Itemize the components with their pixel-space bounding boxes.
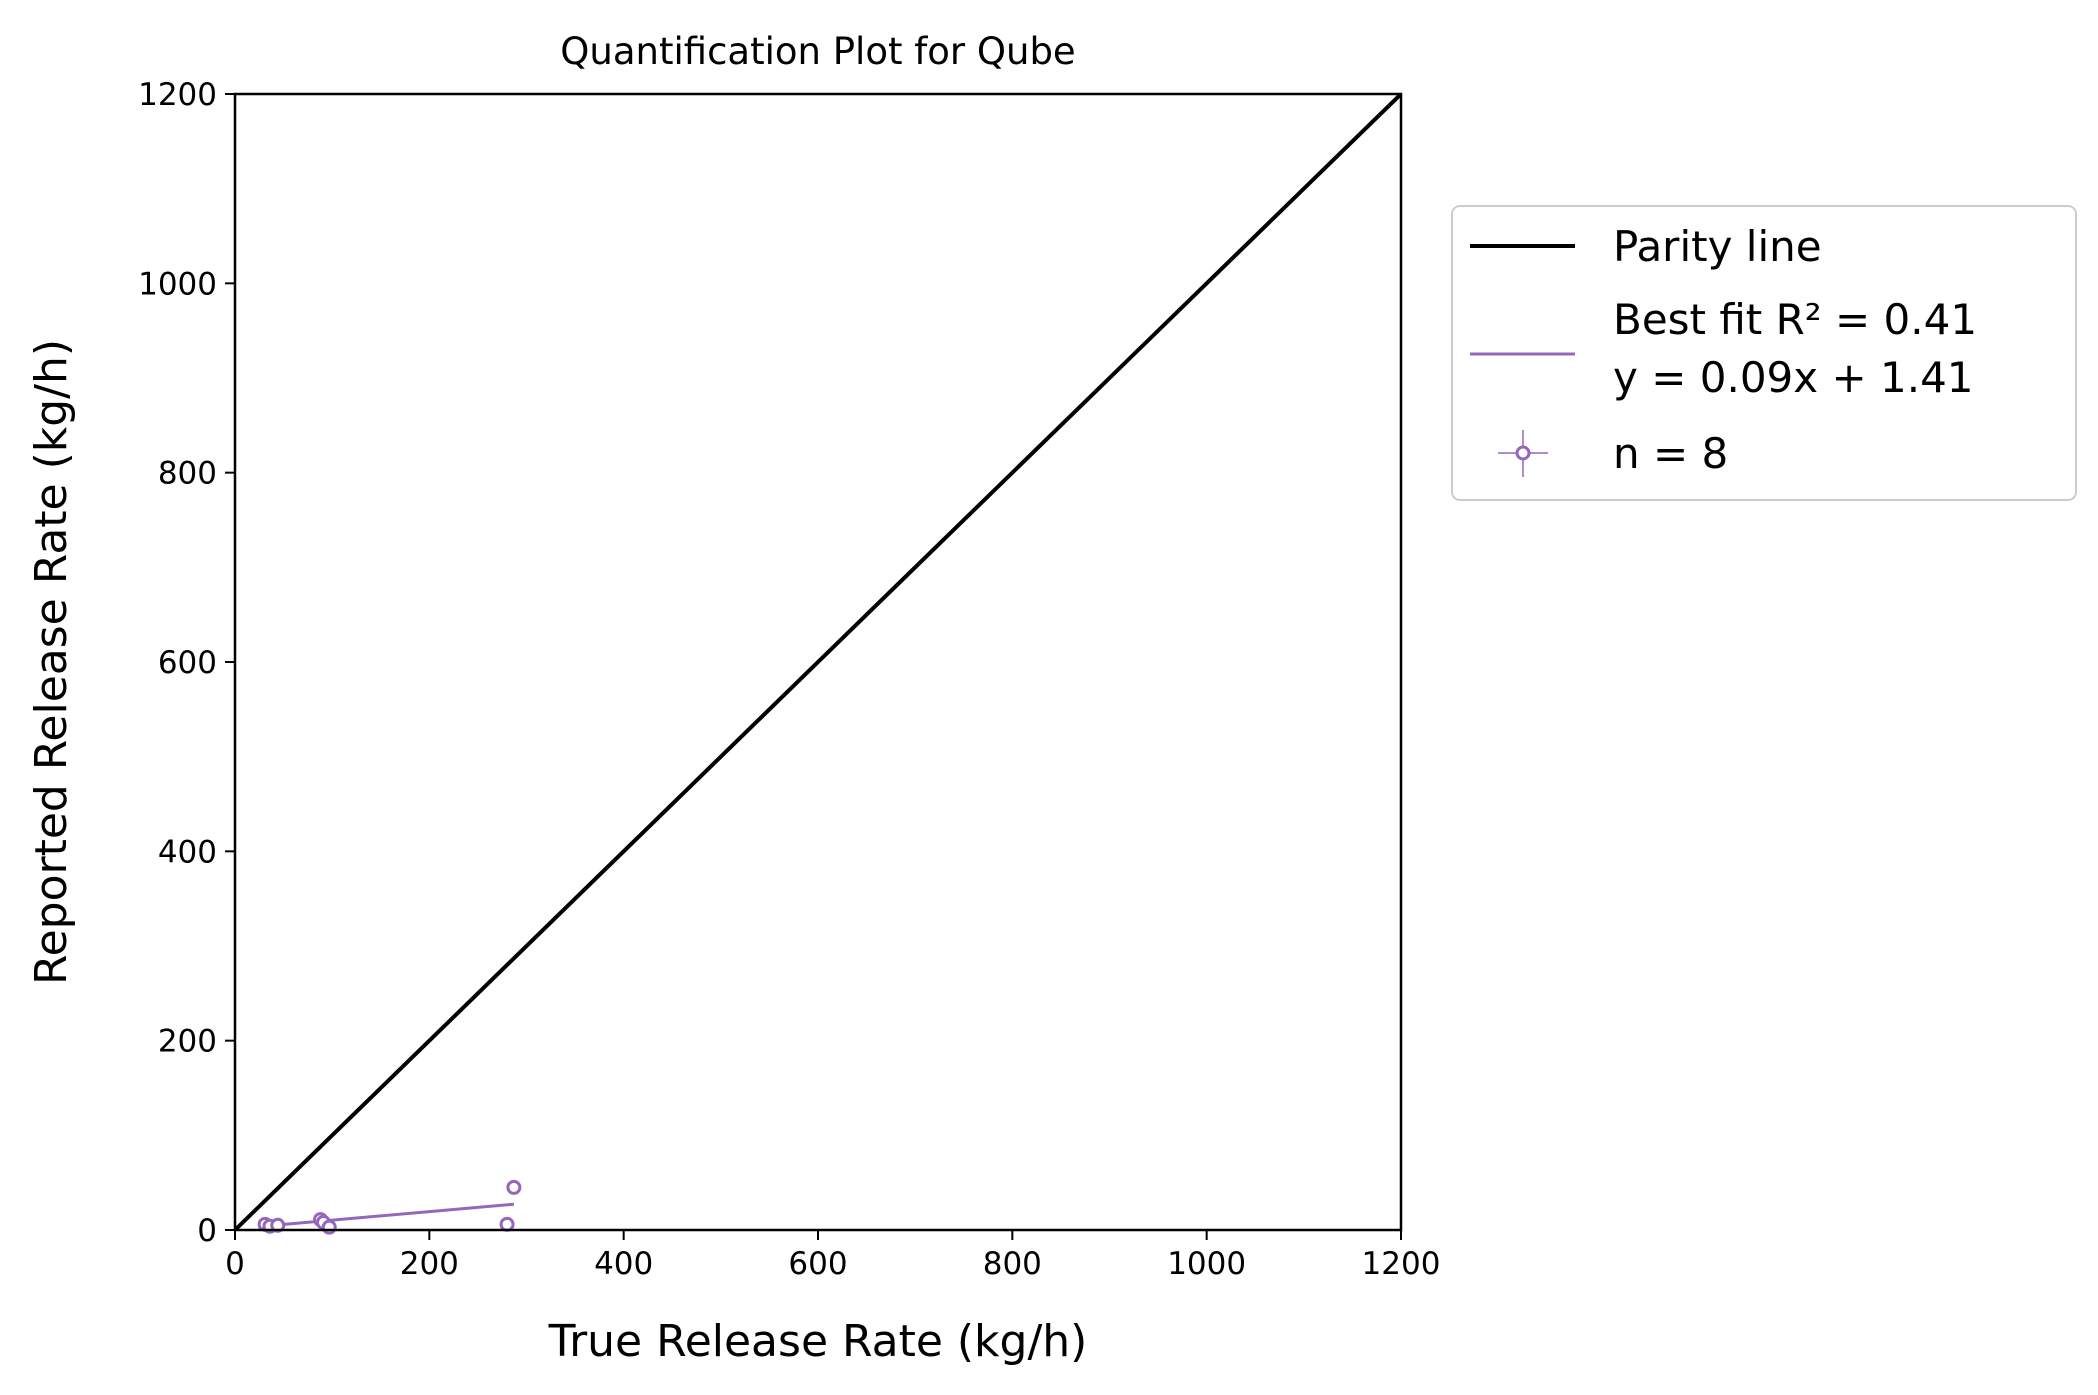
parity-line bbox=[235, 94, 1401, 1230]
data-point bbox=[499, 1216, 515, 1232]
legend-points-marker bbox=[1515, 445, 1531, 461]
x-axis-ticks: 0 200 400 600 800 1000 1200 bbox=[225, 1230, 1440, 1282]
data-point bbox=[270, 1217, 286, 1233]
best-fit-line bbox=[264, 1202, 514, 1228]
y-tick-label: 800 bbox=[158, 456, 217, 492]
y-tick-label: 1200 bbox=[138, 77, 217, 113]
x-tick-label: 600 bbox=[788, 1246, 847, 1282]
plot-area bbox=[233, 92, 1403, 1235]
x-tick-label: 200 bbox=[400, 1246, 459, 1282]
x-tick-label: 0 bbox=[225, 1246, 245, 1282]
y-tick-label: 0 bbox=[197, 1213, 217, 1249]
legend: Parity line Best fit R² = 0.41 y = 0.09x… bbox=[1451, 205, 2077, 501]
x-tick-label: 400 bbox=[594, 1246, 653, 1282]
x-tick-label: 800 bbox=[983, 1246, 1042, 1282]
legend-bestfit-label-line1: Best fit R² = 0.41 bbox=[1613, 295, 1977, 344]
x-tick-label: 1000 bbox=[1167, 1246, 1246, 1282]
y-axis-ticks: 0 200 400 600 800 1000 1200 bbox=[138, 77, 235, 1249]
y-tick-label: 400 bbox=[158, 834, 217, 870]
y-tick-label: 600 bbox=[158, 645, 217, 681]
y-tick-label: 200 bbox=[158, 1024, 217, 1060]
legend-points-label: n = 8 bbox=[1613, 429, 1728, 478]
data-point bbox=[321, 1219, 337, 1235]
chart-title: Quantification Plot for Qube bbox=[560, 30, 1075, 73]
x-axis-label: True Release Rate (kg/h) bbox=[548, 1316, 1088, 1367]
legend-parity-label: Parity line bbox=[1613, 222, 1822, 271]
legend-bestfit-label-line2: y = 0.09x + 1.41 bbox=[1613, 353, 1974, 402]
x-tick-label: 1200 bbox=[1362, 1246, 1441, 1282]
y-axis-label: Reported Release Rate (kg/h) bbox=[26, 339, 77, 985]
legend-box bbox=[1451, 205, 2077, 501]
y-tick-label: 1000 bbox=[138, 266, 217, 302]
data-point bbox=[506, 1179, 522, 1195]
